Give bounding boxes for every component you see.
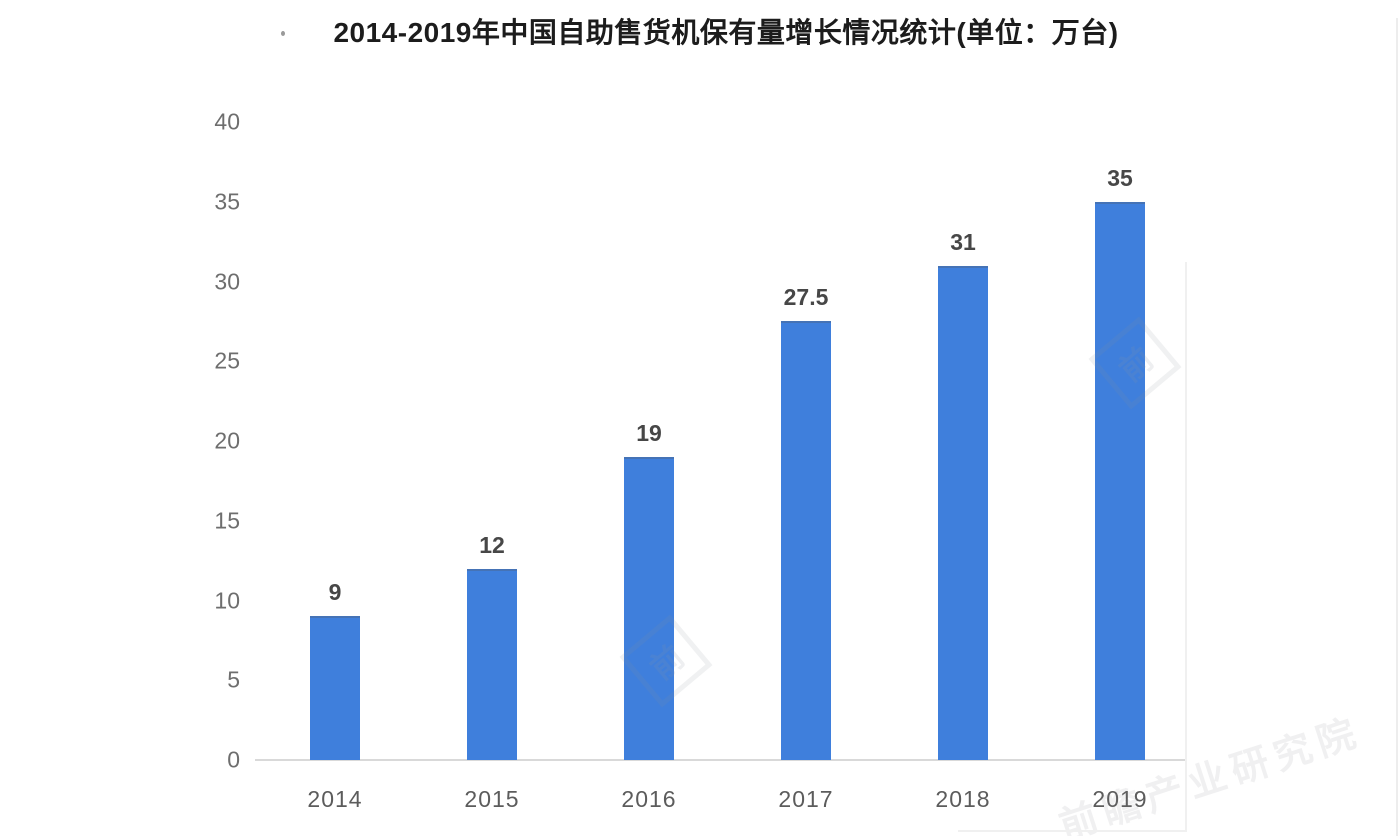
y-axis-tick-label: 20 bbox=[214, 427, 240, 454]
bar-value-label: 12 bbox=[479, 531, 505, 558]
plot-area: 0 5 10 15 20 25 30 35 40 9 2014 12 2015 19 2016 27.5 201… bbox=[214, 109, 1187, 812]
bar-2016 bbox=[624, 456, 674, 760]
y-axis-tick-label: 25 bbox=[214, 347, 240, 374]
x-axis-tick-label: 2016 bbox=[621, 786, 677, 812]
bar-value-label: 27.5 bbox=[783, 284, 829, 311]
y-axis-tick-label: 5 bbox=[227, 666, 240, 693]
x-axis-tick-label: 2019 bbox=[1092, 786, 1148, 812]
bar-2019 bbox=[1095, 201, 1145, 760]
artifact-dot bbox=[281, 31, 285, 36]
x-axis-tick-label: 2015 bbox=[464, 786, 520, 812]
bar-value-label: 31 bbox=[950, 228, 976, 255]
x-axis-tick-label: 2018 bbox=[935, 786, 991, 812]
y-axis-tick-label: 40 bbox=[214, 108, 240, 135]
y-axis-tick-label: 15 bbox=[214, 507, 240, 534]
x-axis-line bbox=[255, 759, 1187, 761]
y-axis-tick-label: 30 bbox=[214, 268, 240, 294]
chart-image-right-border bbox=[1185, 262, 1187, 832]
bar-2015 bbox=[467, 568, 517, 760]
bar-2018 bbox=[938, 265, 988, 760]
chart-image-bottom-border bbox=[958, 830, 1187, 832]
bar-value-label: 19 bbox=[636, 419, 662, 446]
bar-value-label: 35 bbox=[1107, 164, 1133, 191]
x-axis-tick-label: 2014 bbox=[307, 786, 363, 812]
y-axis-tick-label: 35 bbox=[214, 188, 240, 215]
page-right-edge-line bbox=[1396, 18, 1398, 836]
chart-title: 2014-2019年中国自助售货机保有量增长情况统计(单位：万台) bbox=[333, 17, 1119, 48]
x-axis-tick-label: 2017 bbox=[778, 786, 834, 812]
bar-value-label: 9 bbox=[328, 579, 342, 606]
bar-2014 bbox=[310, 616, 360, 760]
y-axis-tick-label: 0 bbox=[227, 746, 240, 773]
y-axis-tick-label: 10 bbox=[214, 587, 240, 613]
bar-2017 bbox=[781, 321, 831, 760]
